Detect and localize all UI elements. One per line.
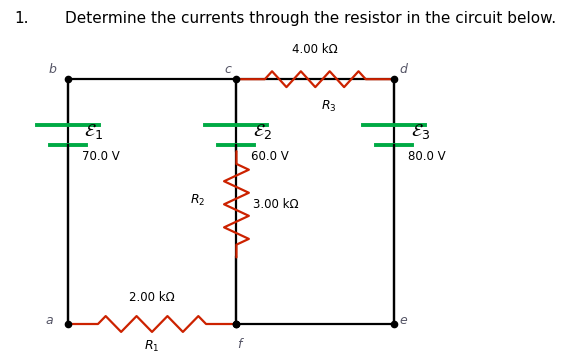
Text: Determine the currents through the resistor in the circuit below.: Determine the currents through the resis… [65,11,556,26]
Text: $\mathcal{E}_1$: $\mathcal{E}_1$ [84,122,104,141]
Text: 60.0 V: 60.0 V [251,150,288,163]
Text: 3.00 kΩ: 3.00 kΩ [253,198,299,211]
Text: $R_1$: $R_1$ [144,338,160,354]
Text: $R_3$: $R_3$ [321,99,337,114]
Text: c: c [224,63,231,76]
Text: $\mathcal{E}_3$: $\mathcal{E}_3$ [411,122,430,141]
Text: d: d [400,63,408,76]
Text: $\mathcal{E}_2$: $\mathcal{E}_2$ [253,122,272,141]
Text: e: e [400,314,408,327]
Text: 1.: 1. [14,11,29,26]
Text: 4.00 kΩ: 4.00 kΩ [292,43,338,56]
Text: b: b [48,63,56,76]
Text: $R_2$: $R_2$ [190,193,205,208]
Text: 2.00 kΩ: 2.00 kΩ [129,291,175,304]
Text: a: a [46,314,53,327]
Text: 80.0 V: 80.0 V [408,150,446,163]
Text: f: f [237,338,242,351]
Text: 70.0 V: 70.0 V [82,150,119,163]
